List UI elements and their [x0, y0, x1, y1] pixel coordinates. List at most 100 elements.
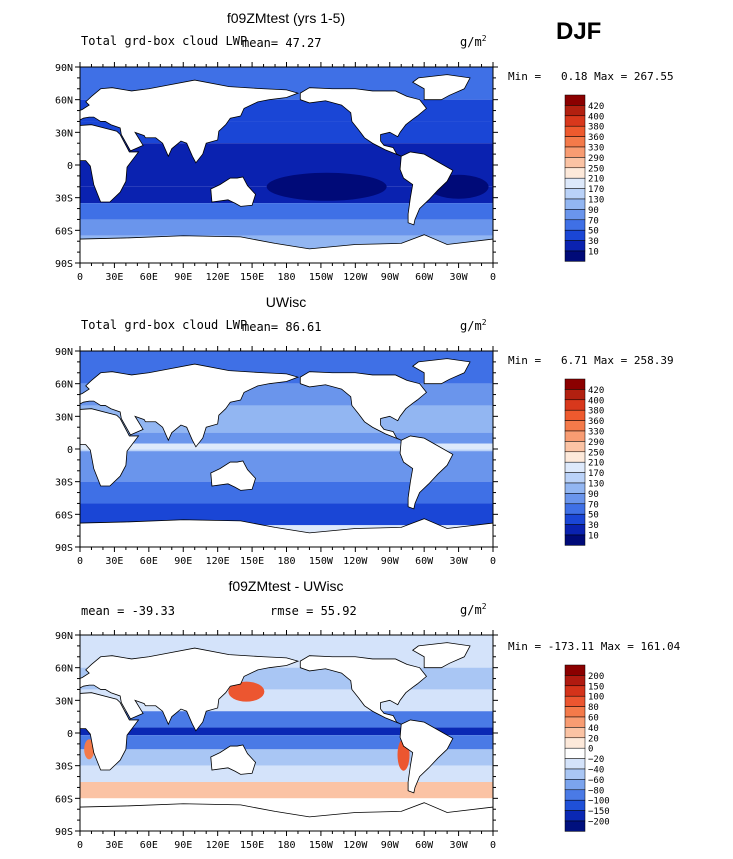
- x-tick-label: 120W: [343, 840, 368, 851]
- colorbar-label: 50: [588, 227, 599, 237]
- x-tick-label: 30E: [105, 272, 123, 283]
- x-tick-label: 0: [77, 272, 83, 283]
- x-tick-label: 180: [277, 556, 295, 567]
- colorbar-label: 330: [588, 144, 604, 154]
- colorbar-swatch: [564, 482, 586, 494]
- continent-australia: [210, 744, 256, 775]
- panel-3-map: 0 30E 60E 90E 120E 150E 180 150W 120W 90W 60W 30W 09…: [55, 630, 498, 851]
- colorbar-swatch: [564, 250, 586, 262]
- colorbar-swatch: [564, 820, 586, 832]
- y-tick-label: 90S: [55, 259, 73, 270]
- continent-australia: [210, 176, 256, 207]
- colorbar-swatch: [564, 219, 586, 231]
- continent-samerica: [399, 435, 454, 510]
- field-itcz: [80, 443, 493, 450]
- y-tick-label: 30S: [55, 194, 73, 205]
- continent-samerica: [399, 151, 454, 226]
- colorbar-label: 420: [588, 102, 604, 112]
- colorbar-label: 380: [588, 123, 604, 133]
- y-tick-label: 60S: [55, 510, 73, 521]
- field-band: [80, 782, 493, 799]
- y-tick-label: 0: [67, 445, 73, 456]
- colorbar-swatch: [564, 198, 586, 210]
- x-tick-label: 60E: [140, 556, 158, 567]
- y-tick-label: 0: [67, 161, 73, 172]
- colorbar-label: 60: [588, 714, 599, 724]
- continent-namerica: [299, 371, 428, 441]
- panel-1-units: g/m2: [460, 34, 487, 49]
- x-tick-label: 90W: [381, 556, 400, 567]
- x-tick-label: 60W: [415, 840, 434, 851]
- colorbar-swatch: [564, 105, 586, 117]
- colorbar-swatch: [564, 727, 586, 739]
- field-layer: [80, 635, 493, 831]
- panel-1-title: f09ZMtest (yrs 1-5): [226, 10, 346, 26]
- field-band: [80, 727, 493, 736]
- continent-australia: [210, 460, 256, 491]
- continent-africa: [80, 124, 140, 203]
- field-band: [80, 481, 493, 504]
- colorbar-swatch: [564, 167, 586, 179]
- y-tick-label: 30S: [55, 478, 73, 489]
- colorbar-label: −80: [588, 786, 604, 796]
- panel-2-units: g/m2: [460, 318, 487, 333]
- colorbar-label: 210: [588, 175, 604, 185]
- colorbar-label: −200: [588, 818, 610, 828]
- y-tick-label: 60S: [55, 794, 73, 805]
- field-anomaly: [84, 739, 95, 760]
- colorbar-label: 10: [588, 248, 599, 258]
- continents: [80, 642, 493, 831]
- panel-2-title: UWisc: [265, 294, 307, 310]
- field-band: [80, 219, 493, 236]
- y-tick-label: 90N: [55, 347, 73, 358]
- y-tick-label: 30S: [55, 762, 73, 773]
- x-tick-label: 0: [77, 840, 83, 851]
- field-layer: [80, 67, 493, 263]
- colorbar-swatch: [564, 430, 586, 442]
- colorbar-swatch: [564, 399, 586, 411]
- colorbar-swatch: [564, 737, 586, 749]
- x-tick-label: 150W: [309, 556, 334, 567]
- y-tick-label: 60N: [55, 380, 73, 391]
- colorbar-swatch: [564, 240, 586, 252]
- colorbar-label: 0: [588, 745, 593, 755]
- x-tick-label: 150E: [240, 272, 264, 283]
- x-tick-label: 30W: [450, 272, 469, 283]
- colorbar-label: −100: [588, 797, 610, 807]
- colorbar-swatch: [564, 94, 586, 106]
- colorbar-swatch: [564, 695, 586, 707]
- y-tick-label: 60N: [55, 96, 73, 107]
- panel-2-subtitle: Total grd-box cloud LWP: [81, 318, 248, 332]
- colorbar-label: 360: [588, 417, 604, 427]
- colorbar-swatch: [564, 389, 586, 401]
- colorbar-label: 130: [588, 196, 604, 206]
- colorbar-swatch: [564, 810, 586, 822]
- continent-africa: [80, 692, 140, 771]
- panel-3-title: f09ZMtest - UWisc: [228, 578, 344, 594]
- continent-eurasia: [80, 363, 300, 448]
- x-tick-label: 90W: [381, 840, 400, 851]
- colorbar-swatch: [564, 799, 586, 811]
- y-tick-label: 90N: [55, 63, 73, 74]
- colorbar-swatch: [564, 758, 586, 770]
- field-band: [80, 749, 493, 766]
- colorbar-swatch: [564, 451, 586, 463]
- panel-3-units: g/m2: [460, 602, 487, 617]
- panel-2-map: 0 30E 60E 90E 120E 150E 180 150W 120W 90W 60W 30W 09…: [55, 346, 498, 567]
- colorbar-swatch: [564, 503, 586, 515]
- x-tick-label: 0: [490, 272, 496, 283]
- colorbar-swatch: [564, 177, 586, 189]
- colorbar-label: 40: [588, 724, 599, 734]
- x-tick-label: 0: [490, 840, 496, 851]
- panel-2-mean: mean= 86.61: [242, 320, 322, 334]
- colorbar-swatch: [564, 716, 586, 728]
- y-tick-label: 30N: [55, 412, 73, 423]
- continent-antarctica: [80, 802, 493, 831]
- continent-greenland: [411, 74, 471, 101]
- colorbar-label: 360: [588, 133, 604, 143]
- x-tick-label: 120W: [343, 556, 368, 567]
- colorbar-swatch: [564, 209, 586, 221]
- x-tick-label: 60W: [415, 556, 434, 567]
